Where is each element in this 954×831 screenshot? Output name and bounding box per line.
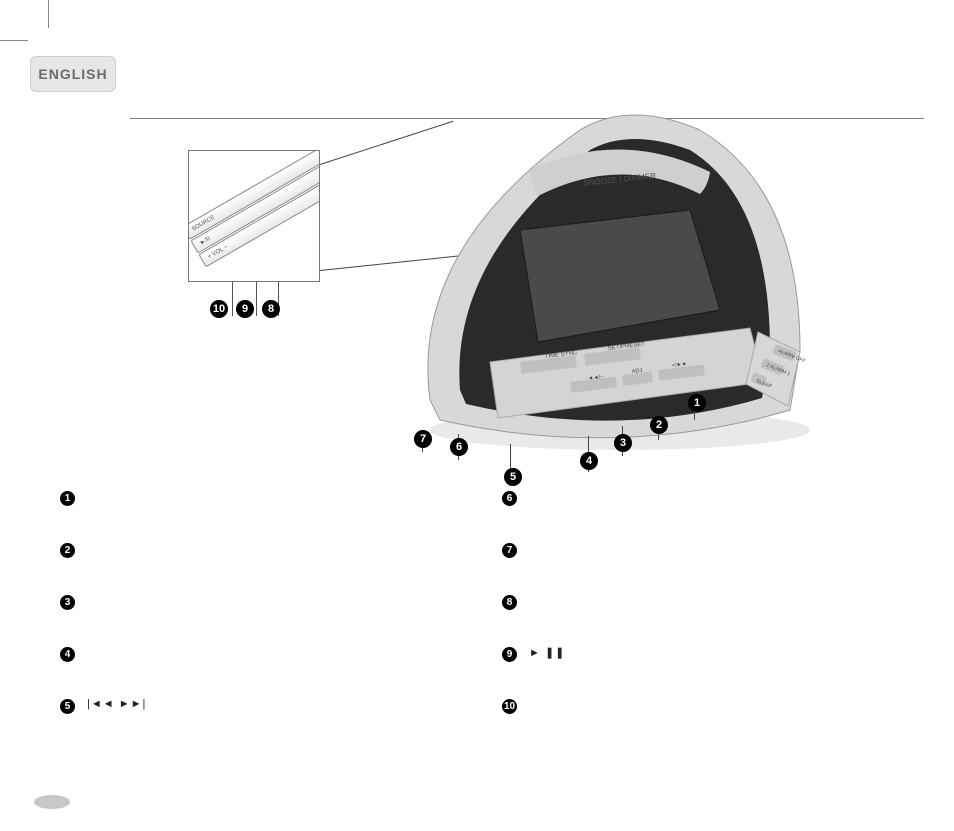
legend-number-10: 10 xyxy=(502,699,517,714)
device-illustration: SNOOZE / DIMMER TIME SYNC SET/PRESET ◄◄/… xyxy=(370,100,830,460)
legend-number-4: 4 xyxy=(60,647,75,662)
callout-number-9: 9 xyxy=(236,300,254,318)
legend-col-left: 1 2 3 4 5 |◄◄ ►►| xyxy=(60,490,462,811)
product-diagram: SOURCE ►/II + VOL − SNOOZE / DIMMER xyxy=(160,100,894,470)
legend-item-3: 3 xyxy=(60,594,462,624)
legend-number-3: 3 xyxy=(60,595,75,610)
legend-item-8: 8 xyxy=(502,594,904,624)
legend-item-10: 10 xyxy=(502,698,904,728)
legend-item-4: 4 xyxy=(60,646,462,676)
detail-callout: SOURCE ►/II + VOL − xyxy=(188,150,320,282)
callout-number-1: 1 xyxy=(688,394,706,412)
legend-icons-5: |◄◄ ►►| xyxy=(87,698,146,710)
legend-number-8: 8 xyxy=(502,595,517,610)
crop-mark xyxy=(48,0,49,28)
legend-item-2: 2 xyxy=(60,542,462,572)
callout-number-8: 8 xyxy=(262,300,280,318)
legend-item-1: 1 xyxy=(60,490,462,520)
callout-number-3: 3 xyxy=(614,434,632,452)
brand-logo xyxy=(34,795,70,809)
legend-number-7: 7 xyxy=(502,543,517,558)
legend-icons-9: ► ❚❚ xyxy=(529,646,565,659)
callout-number-6: 6 xyxy=(450,438,468,456)
callout-number-2: 2 xyxy=(650,416,668,434)
callout-number-5: 5 xyxy=(504,468,522,486)
legend-col-right: 6 7 8 9 ► ❚❚ 10 xyxy=(502,490,904,811)
callout-number-4: 4 xyxy=(580,452,598,470)
legend-number-2: 2 xyxy=(60,543,75,558)
legend-number-1: 1 xyxy=(60,491,75,506)
legend-item-5: 5 |◄◄ ►►| xyxy=(60,698,462,728)
crop-mark xyxy=(0,40,28,41)
legend-item-6: 6 xyxy=(502,490,904,520)
language-tab: ENGLISH xyxy=(30,56,116,92)
legend-columns: 1 2 3 4 5 |◄◄ ►►| 6 7 8 9 ► ❚❚ 10 xyxy=(60,490,904,811)
legend-number-5: 5 xyxy=(60,699,75,714)
legend-item-9: 9 ► ❚❚ xyxy=(502,646,904,676)
legend-number-9: 9 xyxy=(502,647,517,662)
callout-number-7: 7 xyxy=(414,430,432,448)
legend-number-6: 6 xyxy=(502,491,517,506)
callout-number-10: 10 xyxy=(210,300,228,318)
legend-item-7: 7 xyxy=(502,542,904,572)
